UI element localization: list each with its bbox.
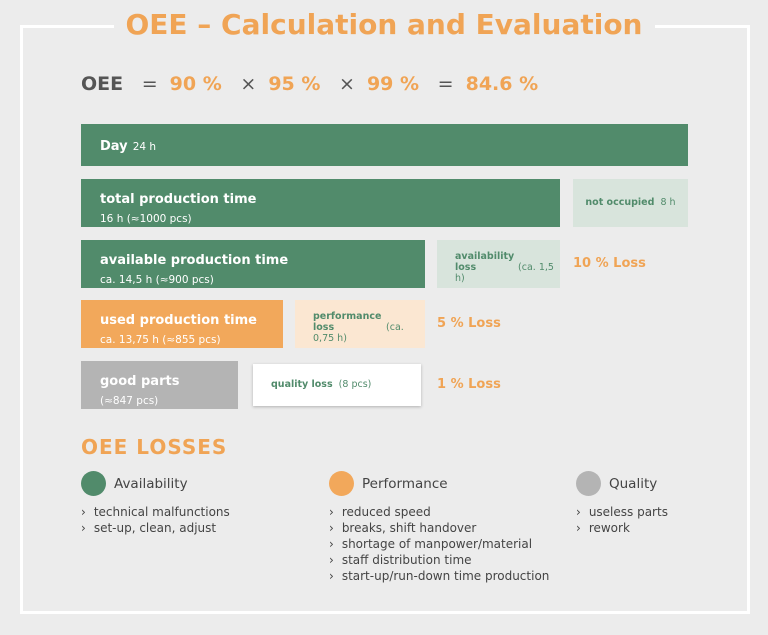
category-icon: [81, 471, 106, 496]
gap-detail: 8 h: [660, 197, 676, 208]
gap-box: not occupied 8 h: [573, 179, 688, 227]
category-list: reduced speedbreaks, shift handovershort…: [329, 504, 550, 584]
gap-label: performance loss: [313, 311, 382, 333]
operator: ×: [339, 73, 355, 95]
bar-detail: ca. 14,5 h (≈900 pcs): [100, 274, 214, 286]
category-icon: [329, 471, 354, 496]
list-item: technical malfunctions: [81, 504, 230, 520]
operator: =: [437, 73, 454, 95]
factor: 99 %: [366, 73, 420, 95]
title: OEE – Calculation and Evaluation: [113, 8, 655, 41]
gap-detail: (ca. 1,5 h): [455, 262, 554, 284]
result: 84.6 %: [465, 73, 539, 95]
bar-detail: 24 h: [132, 141, 157, 153]
bar-title: Day: [100, 139, 128, 154]
title-row: OEE – Calculation and Evaluation: [0, 8, 768, 41]
category-name: Availability: [114, 476, 188, 492]
bar-title: available production time: [100, 253, 289, 268]
loss-label: 10 % Loss: [573, 256, 646, 271]
operator: ×: [240, 73, 257, 95]
list-item: rework: [576, 520, 668, 536]
bar: used production time ca. 13,75 h (≈855 pc…: [81, 300, 283, 348]
gap-box: quality loss (8 pcs): [253, 364, 421, 406]
bar-title: total production time: [100, 192, 257, 207]
category-icon: [576, 471, 601, 496]
list-item: start-up/run-down time production: [329, 568, 550, 584]
formula: OEE = 90 % × 95 % × 99 % = 84.6 %: [81, 73, 538, 95]
gap-box: availability loss (ca. 1,5 h): [437, 240, 560, 288]
bar-detail: (≈847 pcs): [100, 395, 159, 407]
bar: total production time 16 h (≈1000 pcs): [81, 179, 560, 227]
gap-detail: (8 pcs): [338, 379, 372, 390]
gap-box: performance loss (ca. 0,75 h): [295, 300, 425, 348]
section-title: OEE LOSSES: [81, 435, 228, 459]
category-name: Performance: [362, 476, 448, 492]
bar: Day 24 h: [81, 124, 688, 166]
category-name: Quality: [609, 476, 658, 492]
list-item: set-up, clean, adjust: [81, 520, 230, 536]
gap-detail: (ca. 0,75 h): [313, 322, 404, 344]
formula-label: OEE: [81, 73, 124, 95]
bar: good parts (≈847 pcs): [81, 361, 238, 409]
list-item: breaks, shift handover: [329, 520, 549, 536]
bar: available production time ca. 14,5 h (≈90…: [81, 240, 425, 288]
bar-title: used production time: [100, 313, 257, 328]
gap-label: not occupied: [585, 197, 655, 208]
bar-detail: 16 h (≈1000 pcs): [100, 213, 192, 225]
bar-detail: ca. 13,75 h (≈855 pcs): [100, 334, 221, 346]
list-item: staff distribution time: [329, 552, 549, 568]
list-item: useless parts: [576, 504, 668, 520]
factor: 95 %: [268, 73, 321, 95]
gap-label: availability loss: [455, 251, 515, 273]
list-item: shortage of manpower/material: [329, 536, 549, 552]
operator: =: [141, 73, 158, 95]
gap-label: quality loss: [271, 379, 333, 390]
loss-label: 1 % Loss: [437, 377, 501, 392]
bar-title: good parts: [100, 374, 180, 389]
factor: 90 %: [169, 73, 222, 95]
list-item: reduced speed: [329, 504, 549, 520]
category-list: technical malfunctionsset-up, clean, adj…: [81, 504, 230, 536]
category-list: useless partsrework: [576, 504, 668, 536]
loss-label: 5 % Loss: [437, 316, 501, 331]
gap-text: availability loss (ca. 1,5 h): [455, 251, 554, 284]
